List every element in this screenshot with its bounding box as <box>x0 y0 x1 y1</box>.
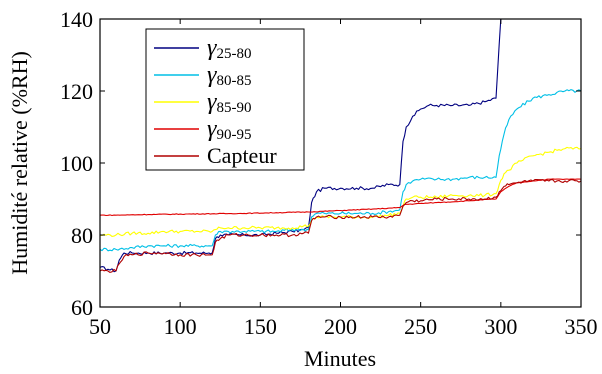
x-tick-label-5: 300 <box>484 314 517 339</box>
series-line-3 <box>99 178 582 217</box>
x-tick-label-6: 350 <box>565 314 598 339</box>
x-axis-title: Minutes <box>304 346 376 371</box>
series-line-4 <box>99 179 582 273</box>
legend-label-1: γ80-85 <box>207 62 251 89</box>
legend-label-4: Capteur <box>207 143 277 168</box>
legend-box <box>145 28 305 171</box>
y-tick-label-1: 80 <box>71 223 93 248</box>
x-tick-label-0: 50 <box>89 314 111 339</box>
series-layer <box>99 18 582 273</box>
y-tick-label-4: 140 <box>60 7 93 32</box>
x-tick-label-3: 200 <box>324 314 357 339</box>
tick-layer: 50 100 150 200 250 300 350 60 80 100 120 140 <box>60 7 598 339</box>
x-tick-label-4: 250 <box>404 314 437 339</box>
legend-label-3: γ90-95 <box>207 116 251 143</box>
y-tick-label-2: 100 <box>60 151 93 176</box>
y-tick-label-0: 60 <box>71 295 93 320</box>
legend-label-2: γ85-90 <box>207 89 251 116</box>
series-line-1 <box>99 89 582 252</box>
y-axis-title: Humidité relative (%RH) <box>7 51 32 275</box>
x-tick-label-1: 100 <box>164 314 197 339</box>
x-tick-label-2: 150 <box>244 314 277 339</box>
legend-label-0: γ25-80 <box>207 35 251 62</box>
y-tick-label-3: 120 <box>60 79 93 104</box>
